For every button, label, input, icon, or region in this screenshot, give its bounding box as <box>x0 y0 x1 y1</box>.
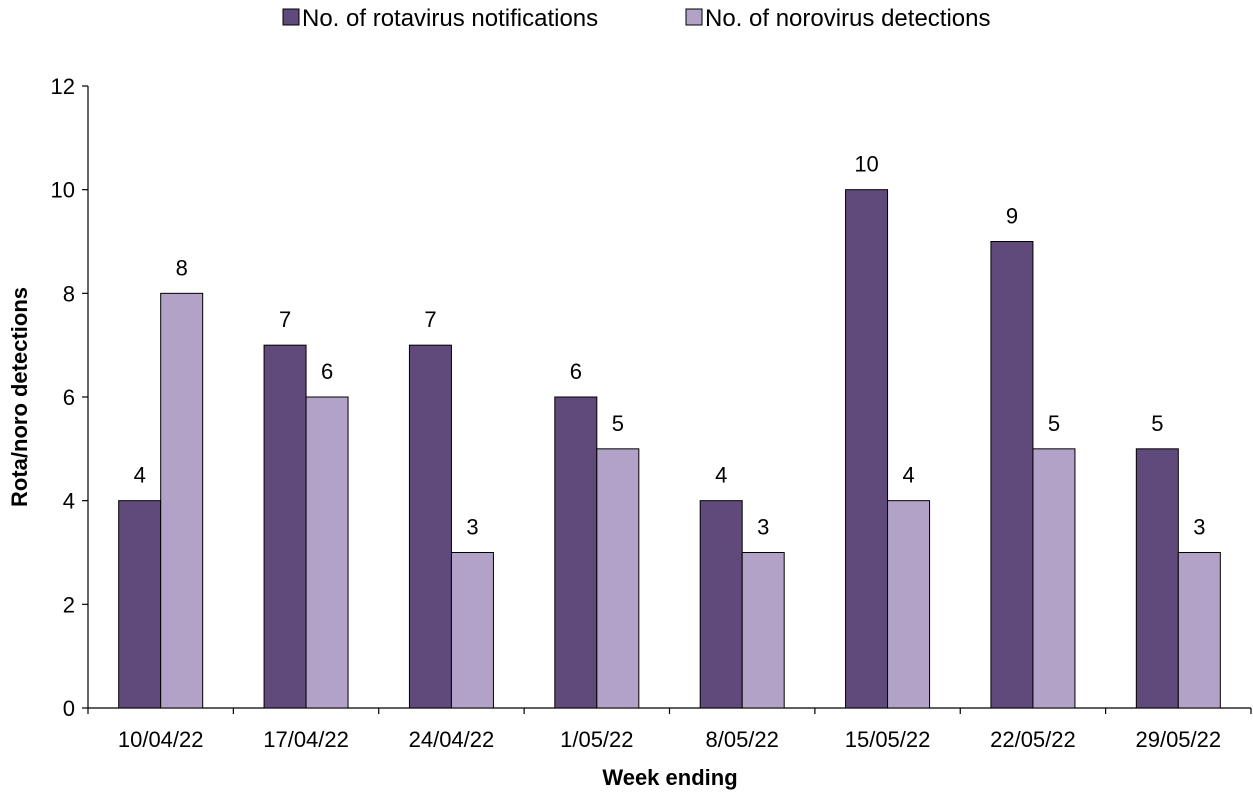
x-tick-label: 17/04/22 <box>263 727 349 752</box>
bar-norovirus <box>1177 552 1221 709</box>
data-label: 4 <box>134 463 146 488</box>
bar-rotavirus <box>408 344 452 709</box>
x-tick-label: 29/05/22 <box>1135 727 1221 752</box>
legend-label-norovirus: No. of norovirus detections <box>705 5 990 32</box>
bar-rotavirus <box>263 344 307 709</box>
y-axis-title: Rota/noro detections <box>7 287 32 507</box>
bar-norovirus <box>596 448 640 709</box>
x-tick-label: 8/05/22 <box>705 727 778 752</box>
data-label: 8 <box>176 255 188 280</box>
data-label: 7 <box>279 307 291 332</box>
data-label: 6 <box>570 359 582 384</box>
x-tick-label: 22/05/22 <box>990 727 1076 752</box>
x-axis: 10/04/22 17/04/22 24/04/22 1/05/22 8/05/22 15… <box>87 707 1252 752</box>
bar-norovirus <box>160 292 204 709</box>
bar-rotavirus <box>845 189 889 709</box>
data-label: 10 <box>854 152 878 177</box>
y-tick-label: 8 <box>63 281 75 306</box>
y-tick-label: 10 <box>51 178 75 203</box>
legend-swatch-rotavirus <box>282 8 300 26</box>
y-axis: 0 2 4 6 8 10 12 <box>51 74 89 721</box>
data-label: 3 <box>757 515 769 540</box>
y-tick-label: 12 <box>51 74 75 99</box>
bars <box>118 189 1221 709</box>
data-label: 9 <box>1006 204 1018 229</box>
bar-rotavirus <box>699 500 743 709</box>
data-label: 3 <box>1193 515 1205 540</box>
bar-norovirus <box>1032 448 1076 709</box>
data-label: 3 <box>466 515 478 540</box>
x-axis-title: Week ending <box>602 765 737 790</box>
bar-rotavirus <box>990 241 1034 709</box>
legend-swatch-norovirus <box>685 8 703 26</box>
x-tick-label: 1/05/22 <box>560 727 633 752</box>
bar-rotavirus <box>1135 448 1179 709</box>
data-label: 5 <box>612 411 624 436</box>
x-tick-label: 24/04/22 <box>409 727 495 752</box>
bar-rotavirus <box>554 396 598 709</box>
data-label: 7 <box>424 307 436 332</box>
data-label: 5 <box>1048 411 1060 436</box>
x-tick-label: 15/05/22 <box>845 727 931 752</box>
legend-label-rotavirus: No. of rotavirus notifications <box>302 5 598 32</box>
data-label: 4 <box>715 463 727 488</box>
bar-norovirus <box>887 500 931 709</box>
legend: No. of rotavirus notifications No. of no… <box>282 5 990 32</box>
bar-norovirus <box>305 396 349 709</box>
bar-rotavirus <box>118 500 162 709</box>
y-tick-label: 4 <box>63 489 75 514</box>
data-label: 5 <box>1151 411 1163 436</box>
y-tick-label: 2 <box>63 592 75 617</box>
y-tick-label: 0 <box>63 696 75 721</box>
data-label: 4 <box>902 463 914 488</box>
data-label: 6 <box>321 359 333 384</box>
x-tick-label: 10/04/22 <box>118 727 204 752</box>
bar-norovirus <box>741 552 785 709</box>
data-labels: 4 8 7 6 7 3 6 5 4 3 10 4 9 5 5 3 <box>134 152 1206 540</box>
bar-norovirus <box>450 552 494 709</box>
y-tick-label: 6 <box>63 385 75 410</box>
